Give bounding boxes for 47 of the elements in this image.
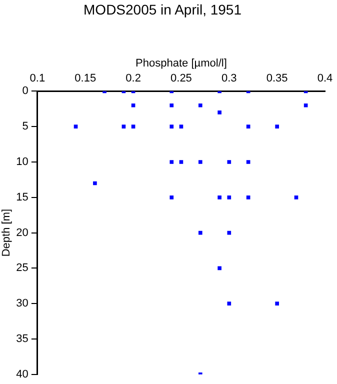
point <box>275 302 279 306</box>
x-tick-label: 0.4 <box>317 72 333 85</box>
y-axis-title: Depth [m] <box>0 208 13 257</box>
y-tick-label: 10 <box>16 156 28 168</box>
point <box>227 230 232 235</box>
point <box>218 195 222 200</box>
point <box>227 195 232 200</box>
point <box>179 160 184 164</box>
point <box>275 124 279 129</box>
x-tick-label: 0.1 <box>30 72 46 85</box>
point <box>170 103 174 108</box>
point <box>246 195 250 200</box>
point <box>227 302 232 306</box>
point <box>198 230 202 235</box>
x-tick-label: 0.25 <box>170 72 192 85</box>
y-tick-label: 5 <box>22 120 28 133</box>
y-tick-label: 15 <box>16 191 28 204</box>
point <box>246 124 250 129</box>
x-tick-label: 0.15 <box>74 72 96 85</box>
y-tick-label: 35 <box>16 333 28 346</box>
point <box>93 181 97 186</box>
point <box>74 124 78 129</box>
point <box>227 160 232 164</box>
point <box>198 160 202 164</box>
point <box>131 103 136 108</box>
point <box>294 195 298 200</box>
y-tick-label: 40 <box>16 368 28 380</box>
point <box>304 103 308 108</box>
point <box>218 110 222 114</box>
x-tick-label: 0.3 <box>221 72 237 85</box>
point <box>246 160 250 164</box>
y-tick-label: 20 <box>16 226 28 239</box>
point <box>198 103 202 108</box>
y-tick-label: 0 <box>22 85 28 98</box>
y-tick-label: 25 <box>16 262 28 274</box>
point <box>179 124 184 129</box>
point <box>218 266 222 270</box>
x-axis-title: Phosphate [µmol/l] <box>136 57 227 70</box>
point <box>122 124 126 129</box>
y-tick-label: 30 <box>16 298 28 310</box>
x-tick-label: 0.35 <box>266 72 288 85</box>
point <box>170 124 174 129</box>
chart-title: MODS2005 in April, 1951 <box>84 1 242 18</box>
x-tick-label: 0.2 <box>126 72 141 85</box>
point <box>170 195 174 200</box>
point <box>170 160 174 164</box>
point <box>131 124 136 129</box>
